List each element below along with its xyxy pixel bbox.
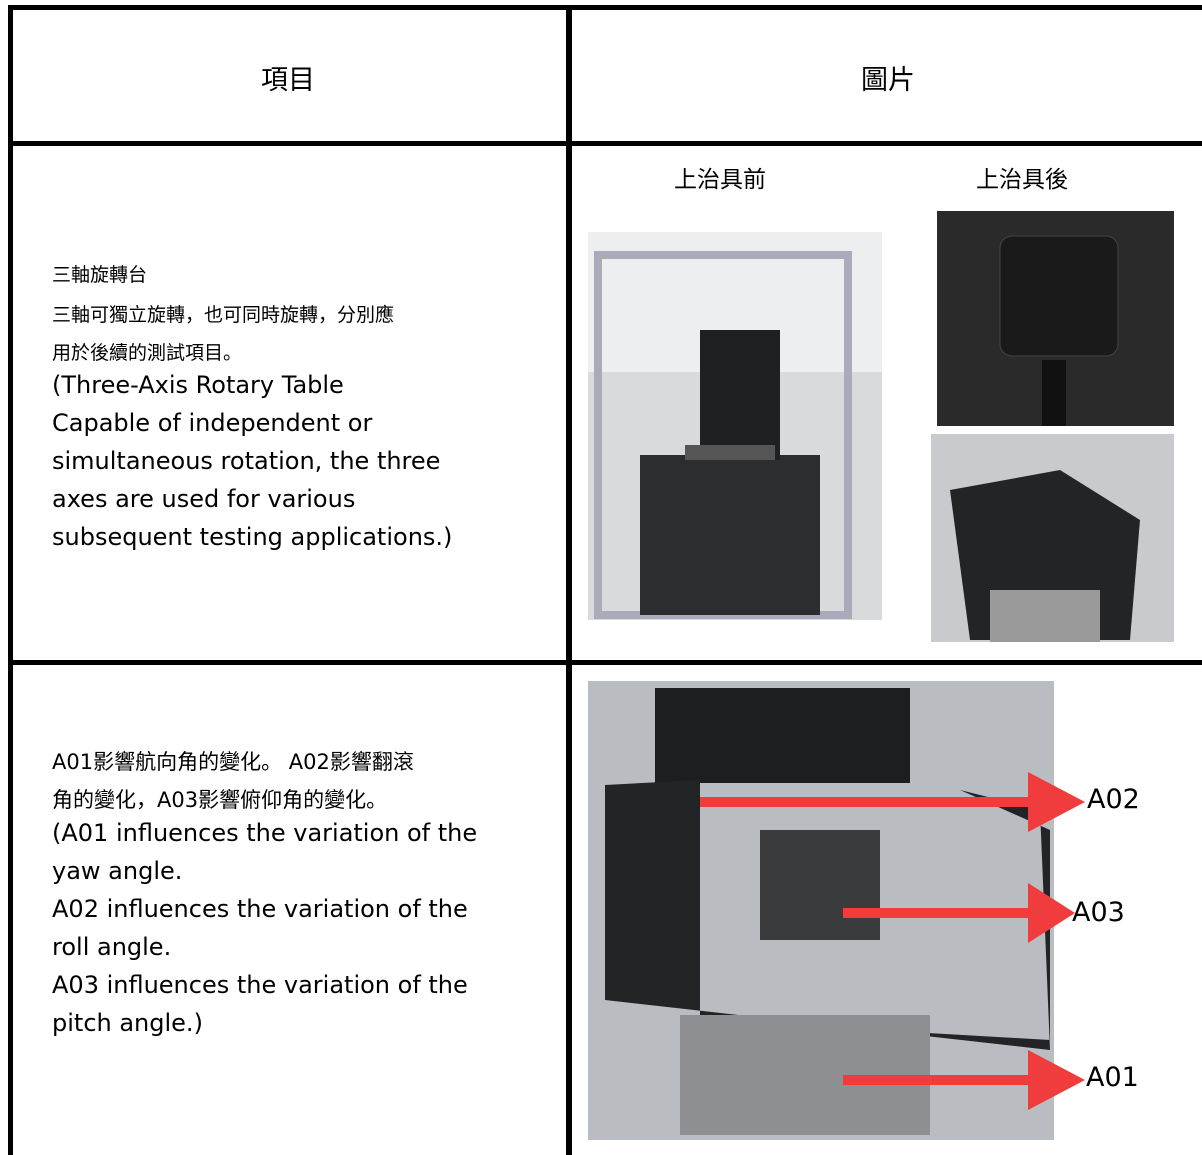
arrow-label: A02 xyxy=(1087,784,1140,815)
cell-text-line: Capable of independent or xyxy=(52,409,373,437)
cell-text-line: A03 influences the variation of the xyxy=(52,971,468,999)
cell-text-line: (A01 influences the variation of the xyxy=(52,819,478,847)
cell-text-line: A01影響航向角的變化。 A02影響翻滾 xyxy=(52,750,414,774)
photo-table xyxy=(588,681,1054,1140)
cell-text-line: subsequent testing applications.) xyxy=(52,523,453,551)
caption: 上治具後 xyxy=(976,167,1068,193)
cell-text-line: yaw angle. xyxy=(52,857,183,885)
arrow-label: A01 xyxy=(1086,1062,1139,1093)
photo-before xyxy=(588,232,882,620)
cell-text-line: 三軸旋轉台 xyxy=(52,264,148,286)
cell-text-line: pitch angle.) xyxy=(52,1009,203,1037)
table-borders xyxy=(8,5,1202,1155)
cell-text-line: A02 influences the variation of the xyxy=(52,895,468,923)
header-cell: 圖片 xyxy=(861,65,915,96)
caption: 上治具前 xyxy=(674,167,766,193)
arrows xyxy=(700,772,1085,1110)
cell-text-line: roll angle. xyxy=(52,933,172,961)
photo-after-top xyxy=(937,211,1174,426)
arrow-label: A03 xyxy=(1072,897,1125,928)
cell-text-line: 三軸可獨立旋轉，也可同時旋轉，分別應 xyxy=(52,304,395,326)
header-cell: 項目 xyxy=(261,65,315,96)
cell-text-line: axes are used for various xyxy=(52,485,356,513)
cell-text-line: 用於後續的測試項目。 xyxy=(52,342,243,364)
cell-text-line: simultaneous rotation, the three xyxy=(52,447,441,475)
cell-text-line: (Three-Axis Rotary Table xyxy=(52,371,344,399)
cell-text-line: 角的變化，A03影響俯仰角的變化。 xyxy=(52,788,388,812)
photo-after-bottom xyxy=(931,434,1174,642)
